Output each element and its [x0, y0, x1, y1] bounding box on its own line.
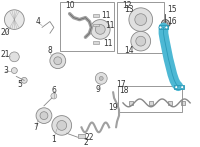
Circle shape	[52, 116, 72, 135]
Text: 3: 3	[3, 66, 8, 75]
Text: 15: 15	[168, 5, 177, 14]
Circle shape	[9, 52, 19, 62]
Bar	[181, 101, 185, 105]
Bar	[168, 101, 172, 105]
Circle shape	[21, 77, 27, 83]
Circle shape	[131, 31, 151, 51]
Circle shape	[57, 121, 67, 130]
Text: 7: 7	[34, 123, 39, 132]
Text: 8: 8	[48, 46, 52, 55]
Circle shape	[135, 14, 147, 25]
Circle shape	[95, 72, 107, 84]
Bar	[129, 101, 133, 105]
Bar	[93, 41, 99, 44]
Text: 22: 22	[85, 133, 94, 142]
Text: 14: 14	[124, 46, 134, 55]
Bar	[93, 14, 99, 17]
Circle shape	[175, 86, 178, 89]
Bar	[174, 85, 184, 89]
Circle shape	[99, 76, 103, 80]
Text: 11: 11	[105, 21, 115, 30]
Circle shape	[11, 68, 17, 74]
Circle shape	[50, 53, 66, 69]
Text: 12: 12	[122, 1, 132, 10]
Text: 1: 1	[51, 135, 56, 144]
Text: 20: 20	[1, 28, 10, 37]
Text: 13: 13	[124, 5, 134, 14]
Text: 21: 21	[1, 50, 10, 59]
Circle shape	[40, 112, 48, 120]
Circle shape	[54, 57, 62, 65]
Bar	[117, 2, 164, 53]
Circle shape	[36, 108, 52, 123]
Circle shape	[181, 86, 184, 89]
Text: 11: 11	[103, 39, 113, 48]
Text: 16: 16	[168, 17, 177, 26]
Bar	[60, 2, 114, 51]
Text: 10: 10	[65, 1, 74, 10]
Text: 18: 18	[119, 86, 129, 95]
Text: 9: 9	[96, 85, 101, 94]
Circle shape	[161, 20, 169, 27]
Bar	[118, 86, 182, 112]
Bar	[78, 134, 85, 138]
Text: 6: 6	[51, 86, 56, 95]
Text: 11: 11	[101, 11, 111, 20]
Text: 19: 19	[108, 103, 118, 112]
Circle shape	[4, 10, 24, 29]
Circle shape	[129, 8, 153, 31]
Text: 17: 17	[116, 80, 126, 89]
Circle shape	[90, 20, 110, 39]
Text: 4: 4	[36, 17, 40, 26]
Circle shape	[95, 25, 105, 34]
Circle shape	[51, 93, 57, 99]
Circle shape	[163, 22, 167, 25]
Bar	[93, 24, 99, 26]
Text: 2: 2	[83, 138, 88, 147]
Circle shape	[165, 26, 168, 29]
Circle shape	[159, 26, 162, 29]
Circle shape	[136, 36, 146, 46]
Text: 5: 5	[18, 80, 23, 89]
Bar	[149, 101, 153, 105]
Bar	[159, 25, 168, 29]
